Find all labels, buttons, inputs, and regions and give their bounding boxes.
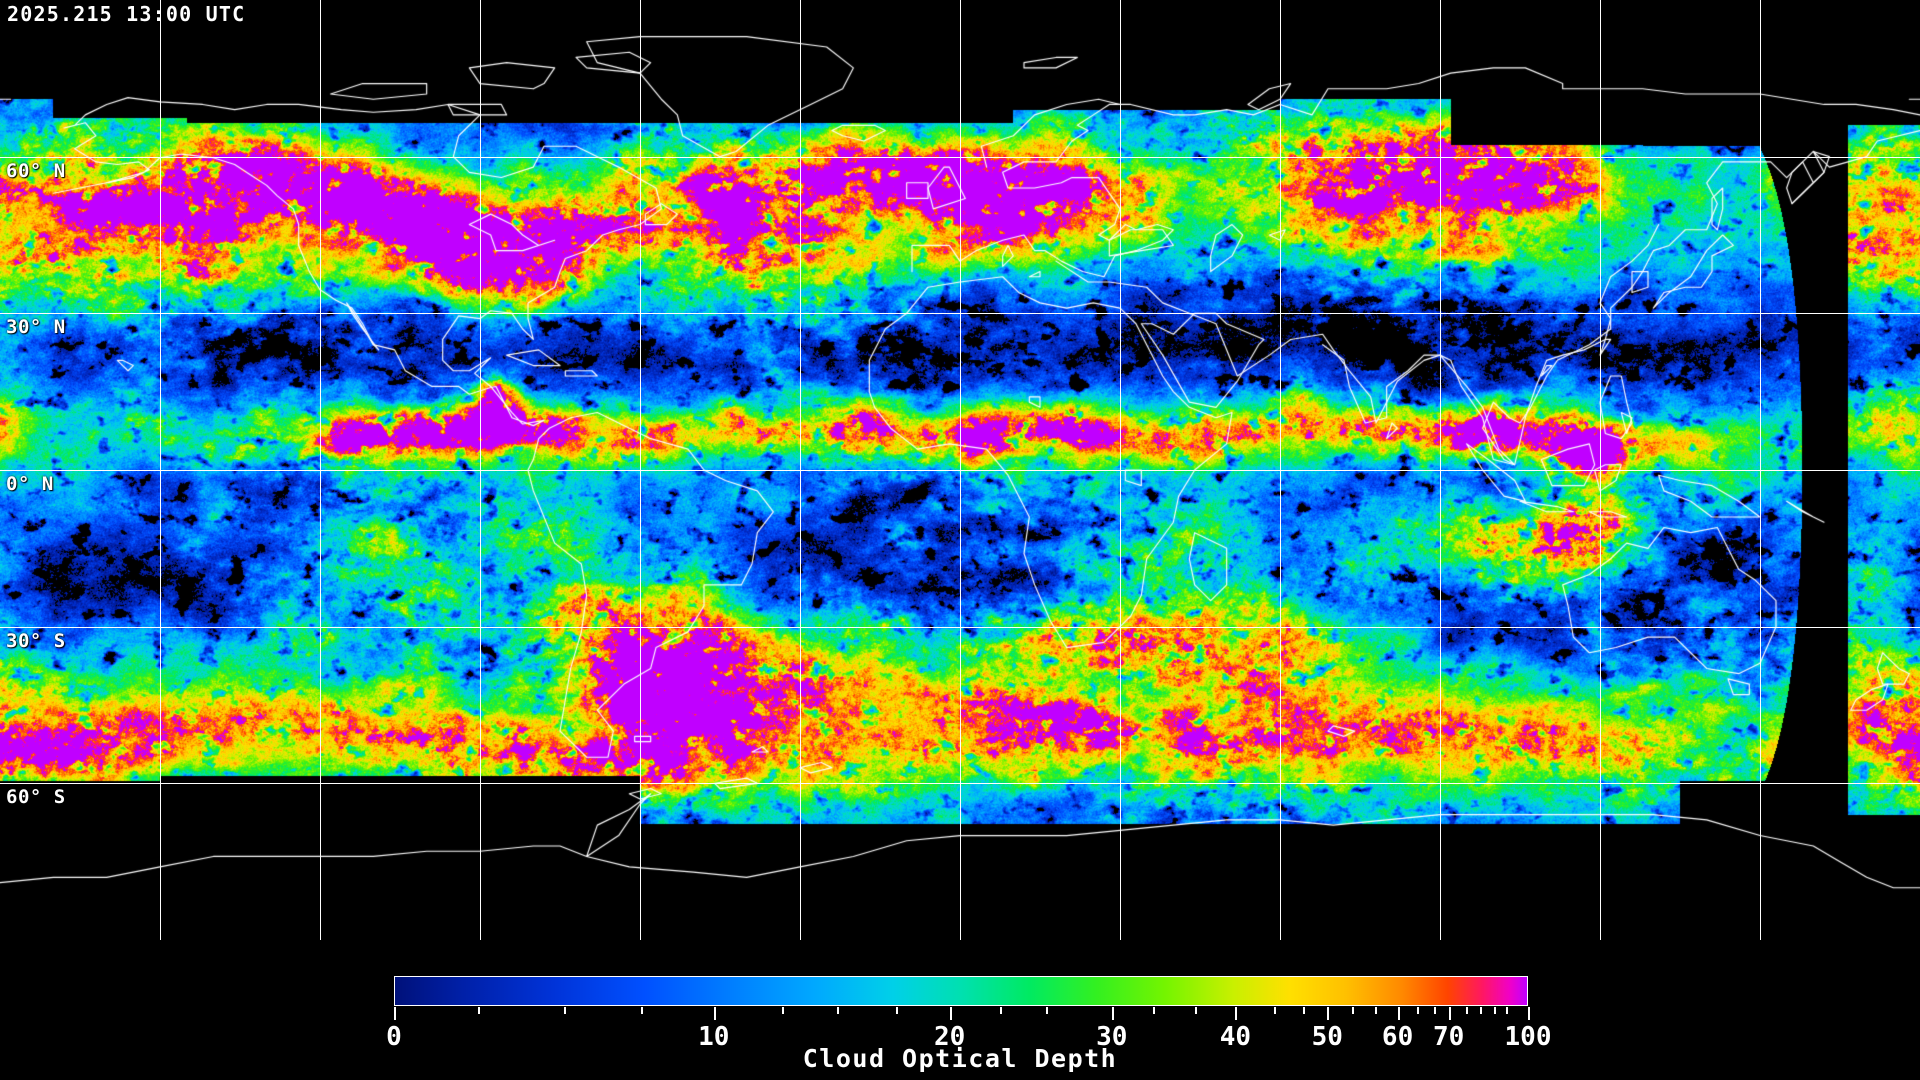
colorbar-minor-tick — [1506, 1007, 1509, 1014]
colorbar-minor-tick — [1374, 1007, 1377, 1014]
colorbar-minor-tick — [1152, 1007, 1155, 1014]
colorbar-tick — [1397, 1007, 1400, 1020]
map-panel[interactable]: 60° N 30° N 0° N 30° S 60° S 2025.215 13:00 … — [0, 0, 1920, 940]
timestamp-label: 2025.215 13:00 UTC — [7, 2, 246, 26]
colorbar-tick-label: 0 — [386, 1022, 402, 1052]
colorbar-minor-tick — [1273, 1007, 1276, 1014]
colorbar-gradient — [394, 976, 1528, 1006]
colorbar-panel: 0 10 20 30 40 50 60 70 100 Cloud Optical Depth — [0, 940, 1920, 1080]
colorbar-tick-label: 60 — [1381, 1022, 1414, 1052]
colorbar-minor-tick — [1416, 1007, 1419, 1014]
colorbar-minor-tick — [837, 1007, 840, 1014]
colorbar-tick — [1111, 1007, 1114, 1020]
colorbar-minor-tick — [1303, 1007, 1306, 1014]
colorbar-tick-label: 70 — [1432, 1022, 1465, 1052]
colorbar-minor-tick — [1480, 1007, 1483, 1014]
colorbar-minor-tick — [477, 1007, 480, 1014]
colorbar-minor-tick — [896, 1007, 899, 1014]
colorbar-tick — [1528, 1007, 1530, 1020]
colorbar-tick — [713, 1007, 716, 1020]
colorbar-tick-label: 30 — [1096, 1022, 1128, 1052]
colorbar-minor-tick — [1194, 1007, 1197, 1014]
colorbar-tick — [1235, 1007, 1238, 1020]
colorbar-minor-tick — [999, 1007, 1002, 1014]
colorbar-minor-tick — [781, 1007, 784, 1014]
colorbar-minor-tick — [564, 1007, 567, 1014]
colorbar-tick-label: 50 — [1311, 1022, 1343, 1052]
colorbar-axis-label: Cloud Optical Depth — [802, 1044, 1118, 1073]
colorbar-tick — [949, 1007, 952, 1020]
colorbar-minor-tick — [1433, 1007, 1436, 1014]
colorbar-minor-tick — [641, 1007, 644, 1014]
colorbar-tick — [1448, 1007, 1451, 1020]
colorbar-tick-label: 40 — [1219, 1022, 1252, 1052]
cloud-optical-depth-map[interactable] — [0, 0, 1920, 940]
colorbar-tick-label: 10 — [698, 1022, 730, 1052]
colorbar-tick-label: 100 — [1504, 1022, 1552, 1052]
colorbar-tick — [1327, 1007, 1330, 1020]
colorbar-minor-tick — [1493, 1007, 1496, 1014]
colorbar-minor-tick — [1465, 1007, 1468, 1014]
colorbar-tick — [394, 1007, 396, 1020]
colorbar-minor-tick — [1352, 1007, 1355, 1014]
colorbar-minor-tick — [1046, 1007, 1049, 1014]
colorbar-tick-label: 20 — [934, 1022, 966, 1052]
colorbar[interactable]: 0 10 20 30 40 50 60 70 100 — [386, 976, 1551, 1052]
